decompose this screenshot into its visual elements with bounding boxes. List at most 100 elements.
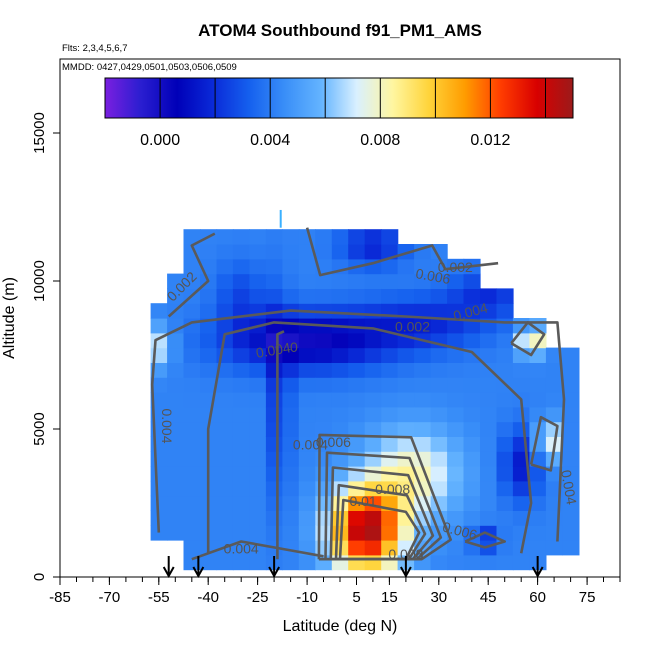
heat-cell	[298, 466, 316, 482]
heat-cell	[265, 288, 283, 304]
heat-cell	[414, 362, 432, 378]
heat-cell	[496, 495, 514, 511]
heat-cell	[216, 288, 234, 304]
heat-cell	[397, 392, 415, 408]
heat-cell	[447, 421, 465, 437]
heat-cell	[430, 377, 448, 393]
heat-cell	[298, 436, 316, 452]
colorbar-tick-label: 0.008	[360, 132, 400, 149]
flight-marker-head	[400, 566, 412, 579]
heat-cell	[298, 451, 316, 467]
heat-cell	[545, 406, 563, 423]
heat-cell	[430, 392, 448, 408]
heat-cell	[414, 421, 432, 437]
heat-cell	[463, 436, 481, 452]
heat-cell	[463, 406, 481, 423]
heat-cell	[562, 377, 580, 393]
heat-cell	[150, 303, 168, 319]
heat-cell	[562, 540, 580, 556]
heat-cell	[381, 451, 399, 467]
contour-labels: 0.0020.0040.0060.0080.010.0040.00200.004…	[159, 259, 580, 562]
x-tick-label: -25	[247, 589, 269, 606]
heat-cell	[480, 436, 498, 452]
heat-cell	[364, 347, 382, 363]
heat-cell	[216, 258, 234, 275]
heat-cell	[348, 332, 366, 349]
heat-cell	[232, 525, 250, 541]
heat-cell	[364, 229, 382, 245]
heat-cell	[414, 288, 432, 304]
heat-cell	[496, 436, 514, 452]
heat-cell	[282, 229, 300, 245]
heat-cell	[216, 392, 234, 408]
heat-cell	[232, 273, 250, 289]
heat-cell	[249, 451, 267, 467]
heat-cell	[249, 258, 267, 275]
x-tick-label: 75	[579, 589, 596, 606]
y-tick-label: 15000	[31, 112, 48, 154]
heat-cell	[232, 554, 250, 571]
heat-cell	[232, 510, 250, 526]
heat-cell	[200, 244, 218, 260]
heat-cell	[480, 406, 498, 423]
heat-cell	[298, 554, 316, 571]
heat-cell	[480, 510, 498, 526]
heat-cell	[183, 451, 201, 467]
heat-cell	[150, 377, 168, 393]
heat-cell	[364, 480, 382, 497]
heat-cell	[331, 303, 349, 319]
y-axis: 0 5000 10000 15000	[31, 112, 60, 581]
heat-cell	[529, 466, 547, 482]
heat-cell	[463, 273, 481, 289]
heat-cell	[447, 258, 465, 275]
x-axis: -85 -70 -55 -40 -25 -10 5 15 30 45 60 75	[49, 577, 621, 606]
heat-cell	[447, 451, 465, 467]
heat-cell	[414, 347, 432, 363]
heat-cell	[562, 421, 580, 437]
heat-cell	[150, 525, 168, 541]
heat-cell	[167, 273, 185, 289]
contour-label: 0.006	[414, 265, 451, 287]
contour-line	[206, 321, 533, 554]
heat-cell	[397, 303, 415, 319]
heat-cell	[381, 258, 399, 275]
heat-cell	[463, 392, 481, 408]
heat-cell	[331, 244, 349, 260]
heat-cell	[529, 480, 547, 497]
heat-cell	[183, 436, 201, 452]
heat-cell	[529, 495, 547, 511]
heat-cell	[480, 480, 498, 497]
contour-line	[529, 415, 559, 472]
heat-cell	[480, 303, 498, 319]
heat-cell	[496, 510, 514, 526]
colorbar-tick-label: 0.004	[250, 132, 290, 149]
heat-cell	[512, 377, 530, 393]
flight-marker-head	[531, 566, 544, 579]
heatmap-layer	[150, 229, 580, 571]
heat-cell	[282, 406, 300, 423]
heat-cell	[447, 480, 465, 497]
heat-cell	[265, 510, 283, 526]
heat-cell	[529, 377, 547, 393]
heat-cell	[397, 362, 415, 378]
heat-cell	[282, 554, 300, 571]
heat-cell	[216, 273, 234, 289]
heat-cell	[282, 362, 300, 378]
heat-cell	[364, 525, 382, 541]
heat-cell	[496, 303, 514, 319]
heat-cell	[265, 436, 283, 452]
heat-cell	[282, 540, 300, 556]
heat-cell	[512, 421, 530, 437]
heat-cell	[364, 244, 382, 260]
heat-cell	[298, 392, 316, 408]
heat-cell	[364, 421, 382, 437]
heat-cell	[232, 421, 250, 437]
heat-cell	[249, 288, 267, 304]
heat-cell	[496, 288, 514, 304]
heat-cell	[463, 451, 481, 467]
heat-cell	[381, 288, 399, 304]
heat-cell	[512, 436, 530, 452]
heat-cell	[348, 362, 366, 378]
heat-cell	[298, 406, 316, 423]
heat-cell	[298, 347, 316, 363]
